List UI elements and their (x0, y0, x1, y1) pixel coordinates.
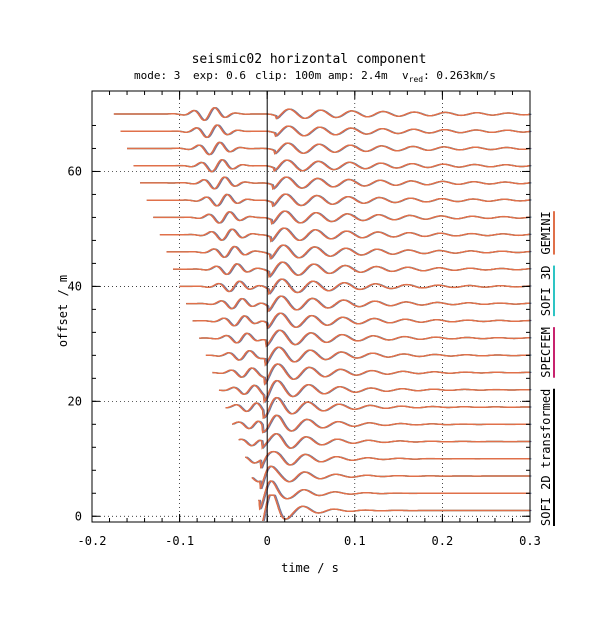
legend: SOFI 2D transformed SPECFEM SOFI 3D GEMINI (539, 211, 555, 526)
legend-entry: SOFI 3D (539, 265, 555, 317)
trace-offset (218, 379, 532, 404)
legend-label: SOFI 2D transformed (539, 389, 553, 526)
x-tick-label: 0.2 (432, 534, 454, 548)
trace-offset (146, 193, 532, 208)
trace-offset (205, 346, 532, 367)
trace-offset (159, 227, 532, 243)
x-axis-label: time / s (281, 561, 339, 575)
trace-line-gemini (205, 346, 530, 367)
trace-line-specfem (263, 494, 532, 522)
trace-offset (245, 450, 532, 469)
trace-offset (140, 176, 532, 191)
trace-offset (133, 159, 532, 173)
subtitle-clip: clip: 100m (255, 69, 322, 82)
subtitle-vred-suffix: : 0.263km/s (423, 69, 496, 82)
y-tick-label: 0 (75, 509, 82, 523)
trace-line-sofi3d (213, 363, 532, 386)
trace-line-gemini (166, 244, 531, 261)
x-tick-label: -0.1 (165, 534, 194, 548)
x-tick-label: 0.1 (344, 534, 366, 548)
trace-offset (251, 465, 532, 490)
trace-group (113, 106, 532, 522)
plot-frame (91, 90, 531, 523)
trace-line-specfem (154, 210, 532, 225)
y-axis-label: offset / m (56, 275, 70, 347)
trace-line-gemini (192, 312, 530, 330)
trace-line-sofi2d (146, 193, 531, 208)
trace-line-specfem (246, 451, 532, 469)
x-tick-label: 0.3 (519, 534, 541, 548)
trace-line-sofi3d (141, 176, 532, 190)
trace-line-sofi3d (263, 494, 532, 522)
trace-line-gemini (251, 465, 530, 490)
trace-line-sofi2d (258, 480, 530, 511)
legend-label: SOFI 3D (539, 266, 553, 317)
trace-offset (231, 414, 532, 434)
subtitle-vred-prefix: v (402, 69, 409, 82)
grid-lines (92, 91, 530, 522)
y-tick-label: 60 (68, 164, 82, 178)
trace-offset (238, 432, 532, 450)
legend-entry: GEMINI (539, 211, 555, 255)
subtitle-exp: exp: 0.6 (193, 69, 246, 82)
trace-line-gemini (159, 227, 531, 243)
trace-offset (153, 210, 532, 225)
subtitle-vred: vred: 0.263km/s (402, 69, 496, 84)
legend-label: SPECFEM (539, 327, 553, 378)
trace-offset (262, 494, 532, 522)
trace-offset (186, 295, 532, 313)
subtitle-amp: amp: 2.4m (328, 69, 388, 82)
trace-line-gemini (245, 450, 530, 469)
x-tick-label: -0.2 (78, 534, 107, 548)
trace-offset (113, 106, 532, 122)
axes: -0.2 -0.1 0 0.1 0.2 0.3 0 20 40 60 (68, 90, 541, 548)
trace-line-gemini (238, 432, 530, 450)
trace-offset (127, 141, 532, 156)
trace-line-gemini (262, 494, 530, 522)
chart-title: seismic02 horizontal component (192, 52, 427, 67)
y-tick-label: 20 (68, 394, 82, 408)
trace-line-gemini (127, 141, 531, 156)
legend-entry: SOFI 2D transformed (539, 388, 555, 526)
trace-line-gemini (179, 278, 530, 296)
trace-line-gemini (186, 295, 531, 313)
trace-line-gemini (173, 261, 531, 279)
trace-line-gemini (120, 124, 531, 139)
trace-line-gemini (199, 329, 530, 348)
trace-offset (192, 312, 532, 330)
chart-subtitle: mode: 3 exp: 0.6 clip: 100m amp: 2.4m vr… (134, 69, 496, 84)
trace-line-gemini (218, 379, 530, 404)
trace-line-specfem (259, 480, 532, 510)
trace-offset (258, 480, 532, 511)
subtitle-mode: mode: 3 (134, 69, 180, 82)
trace-offset (166, 244, 532, 261)
trace-line-gemini (258, 480, 530, 511)
trace-line-gemini (113, 106, 531, 122)
trace-offset (179, 278, 532, 296)
x-tick-label: 0 (264, 534, 271, 548)
trace-offset (225, 396, 532, 420)
trace-offset (173, 261, 532, 279)
trace-line-sofi2d (262, 494, 530, 522)
trace-offset (199, 329, 532, 348)
trace-line-gemini (153, 210, 531, 225)
trace-line-sofi2d (251, 465, 530, 490)
trace-offset (212, 363, 532, 386)
trace-line-specfem (213, 363, 532, 386)
trace-line-sofi3d (154, 210, 532, 225)
trace-offset (120, 124, 532, 139)
trace-line-gemini (212, 363, 530, 386)
legend-label: GEMINI (539, 211, 553, 254)
legend-entry: SPECFEM (539, 327, 555, 378)
trace-line-gemini (140, 176, 531, 191)
trace-line-sofi3d (246, 451, 532, 469)
trace-line-sofi3d (259, 480, 532, 511)
trace-line-gemini (225, 396, 530, 420)
trace-line-gemini (146, 193, 531, 208)
subtitle-vred-sub: red (409, 75, 424, 84)
trace-line-gemini (133, 159, 531, 173)
trace-line-gemini (231, 414, 530, 434)
y-tick-label: 40 (68, 279, 82, 293)
